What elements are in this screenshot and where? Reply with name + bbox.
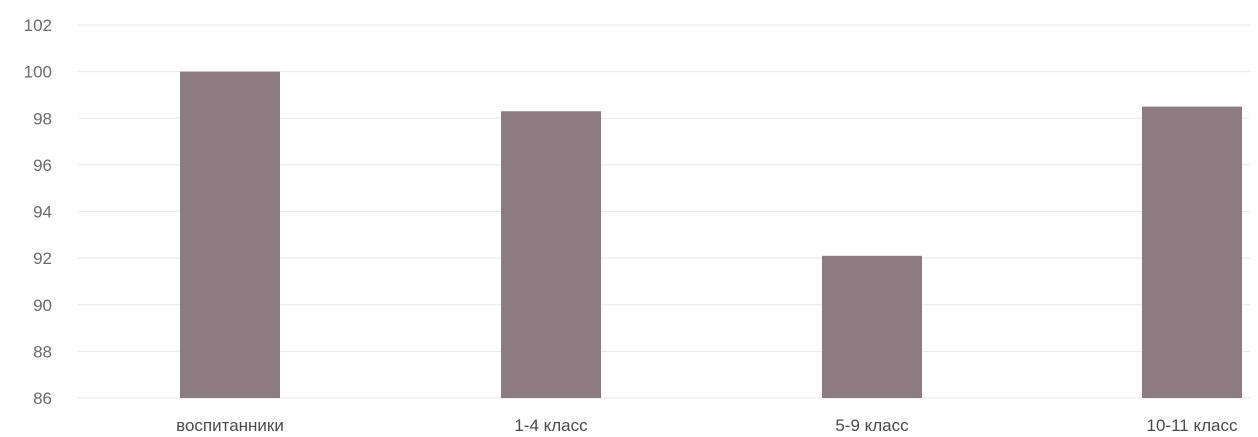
y-tick-label: 100 [24, 63, 52, 82]
bar-3 [822, 255, 922, 398]
x-category-label: 1-4 класс [514, 416, 588, 435]
y-tick-label: 86 [33, 389, 52, 408]
x-category-label: воспитанники [176, 416, 284, 435]
y-axis-tick-labels: 86 88 90 92 94 96 98 100 102 [24, 16, 52, 408]
y-tick-label: 94 [33, 203, 52, 222]
x-axis-category-labels: воспитанники 1-4 класс 5-9 класс 10-11 клас… [176, 416, 1238, 435]
y-tick-label: 90 [33, 296, 52, 315]
bar-4 [1142, 106, 1242, 398]
x-category-label: 10-11 класс [1147, 416, 1238, 435]
bar-1 [180, 71, 280, 398]
bars [180, 71, 1242, 398]
y-tick-label: 88 [33, 342, 52, 361]
y-tick-label: 98 [33, 109, 52, 128]
y-tick-label: 92 [33, 249, 52, 268]
bar-2 [501, 111, 601, 398]
y-tick-label: 102 [24, 16, 52, 35]
x-category-label: 5-9 класс [835, 416, 909, 435]
y-tick-label: 96 [33, 156, 52, 175]
